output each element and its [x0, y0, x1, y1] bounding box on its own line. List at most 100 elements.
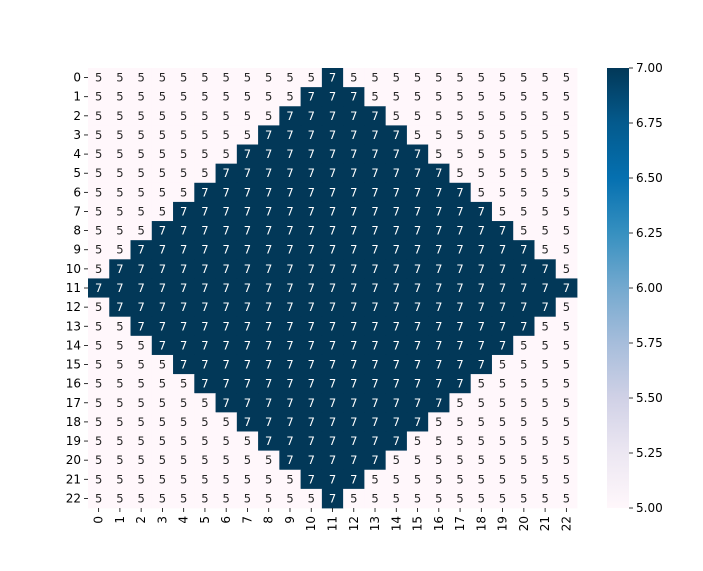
cell-value-label: 5: [435, 128, 442, 142]
cell-value-label: 7: [223, 358, 230, 372]
cell-value-label: 5: [180, 453, 187, 467]
heatmap-cell: [321, 144, 344, 165]
heatmap-cell: [130, 163, 153, 184]
cell-value-label: 5: [541, 224, 548, 238]
heatmap-cell: [534, 182, 557, 203]
cell-value-label: 5: [137, 377, 144, 391]
cell-value-label: 5: [563, 204, 570, 218]
heatmap-cell: [109, 297, 131, 318]
cell-value-label: 7: [350, 396, 357, 410]
cell-value-label: 5: [478, 472, 485, 486]
cell-value-label: 5: [159, 415, 166, 429]
cell-value-label: 5: [116, 243, 123, 257]
heatmap-cell: [236, 354, 259, 375]
cell-value-label: 5: [414, 109, 421, 123]
cell-value-label: 7: [223, 300, 230, 314]
y-tick-label: 17: [66, 396, 81, 410]
cell-value-label: 5: [95, 90, 102, 104]
heatmap-cell: [173, 412, 195, 432]
heatmap-cell: [364, 393, 387, 413]
cell-value-label: 7: [265, 338, 272, 352]
cell-value-label: 7: [265, 300, 272, 314]
heatmap-cell: [300, 316, 323, 337]
cell-value-label: 7: [286, 109, 293, 123]
cell-value-label: 7: [435, 185, 442, 199]
heatmap-cell: [88, 182, 110, 203]
heatmap-cell: [151, 125, 174, 145]
cell-value-label: 5: [520, 128, 527, 142]
cell-value-label: 5: [563, 491, 570, 505]
heatmap-cell: [173, 259, 195, 279]
heatmap-cell: [449, 125, 472, 145]
heatmap-cell: [343, 450, 365, 471]
cell-value-label: 5: [159, 185, 166, 199]
cell-value-label: 5: [159, 128, 166, 142]
cell-value-label: 5: [201, 109, 208, 123]
cell-value-label: 5: [563, 377, 570, 391]
cell-value-label: 7: [329, 415, 336, 429]
heatmap-cell: [130, 87, 153, 107]
cell-value-label: 7: [414, 319, 421, 333]
heatmap-cell: [236, 163, 259, 184]
cell-value-label: 5: [116, 453, 123, 467]
cell-value-label: 5: [456, 453, 463, 467]
heatmap-cell: [534, 316, 557, 337]
heatmap-cell: [343, 412, 365, 432]
heatmap-cell: [300, 450, 323, 471]
cell-value-label: 5: [393, 71, 400, 85]
cell-value-label: 7: [244, 358, 251, 372]
y-tick-label: 12: [66, 300, 81, 314]
cell-value-label: 7: [308, 109, 315, 123]
cell-value-label: 7: [478, 300, 485, 314]
heatmap-cell: [406, 412, 429, 432]
heatmap-cell: [151, 259, 174, 279]
heatmap-cell: [173, 354, 195, 375]
cell-value-label: 7: [308, 300, 315, 314]
cell-value-label: 7: [350, 262, 357, 276]
cell-value-label: 7: [159, 243, 166, 257]
cell-value-label: 5: [180, 71, 187, 85]
heatmap-cell: [88, 431, 110, 452]
heatmap-cell: [151, 87, 174, 107]
heatmap-cell: [215, 297, 238, 318]
heatmap-cell: [300, 182, 323, 203]
heatmap-cell: [385, 354, 408, 375]
cell-value-label: 7: [159, 319, 166, 333]
heatmap-cell: [236, 393, 259, 413]
cell-value-label: 5: [499, 185, 506, 199]
heatmap-cell: [491, 182, 514, 203]
cell-value-label: 5: [159, 71, 166, 85]
cell-value-label: 7: [286, 166, 293, 180]
cell-value-label: 5: [201, 71, 208, 85]
heatmap-cell: [343, 106, 365, 126]
cell-value-label: 5: [223, 453, 230, 467]
heatmap-cell: [343, 316, 365, 337]
cell-value-label: 5: [414, 434, 421, 448]
x-tick-label: 5: [198, 516, 212, 524]
cell-value-label: 5: [478, 128, 485, 142]
cell-value-label: 7: [435, 358, 442, 372]
heatmap-cell: [491, 87, 514, 107]
heatmap-cell: [428, 431, 450, 452]
heatmap-cell: [513, 106, 535, 126]
heatmap-cell: [491, 393, 514, 413]
x-tick-label: 22: [559, 516, 573, 531]
cell-value-label: 5: [180, 185, 187, 199]
cell-value-label: 7: [371, 109, 378, 123]
cell-value-label: 7: [286, 319, 293, 333]
cell-value-label: 7: [350, 472, 357, 486]
cell-value-label: 5: [563, 338, 570, 352]
heatmap-cell: [173, 278, 195, 298]
heatmap-cell: [215, 412, 238, 432]
heatmap-cell: [491, 354, 514, 375]
heatmap-cell: [364, 374, 387, 394]
heatmap-cell: [151, 182, 174, 203]
cell-value-label: 7: [223, 319, 230, 333]
heatmap-cell: [321, 316, 344, 337]
cell-value-label: 5: [478, 166, 485, 180]
cell-value-label: 7: [201, 243, 208, 257]
colorbar-tick-label: 5.25: [636, 446, 663, 460]
heatmap-cell: [534, 163, 557, 184]
cell-value-label: 7: [137, 300, 144, 314]
heatmap-cell: [470, 450, 493, 471]
